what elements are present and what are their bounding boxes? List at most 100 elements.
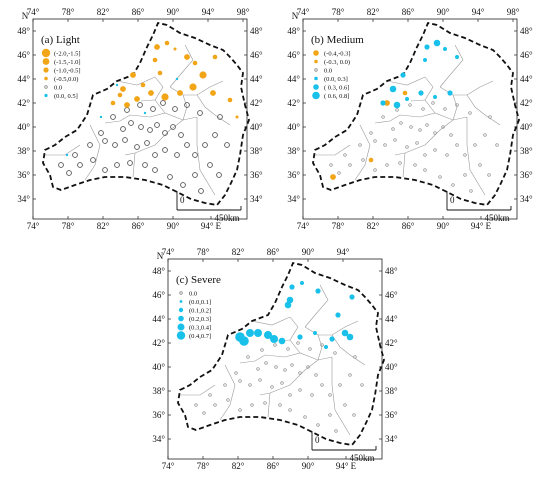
station-marker-zero bbox=[382, 116, 385, 119]
legend-symbol bbox=[44, 94, 47, 97]
scale-end-label: 450km bbox=[214, 213, 239, 223]
station-marker-zero bbox=[344, 404, 347, 407]
latitude-left-label: 40° bbox=[287, 122, 300, 132]
station-marker-increase bbox=[424, 44, 429, 49]
latitude-left-label: 42° bbox=[287, 98, 300, 108]
legend-label: ( 0.6, 0.8] bbox=[324, 93, 349, 100]
station-marker-zero bbox=[330, 164, 333, 167]
latitude-left-label: 36° bbox=[287, 170, 300, 180]
station-marker-zero bbox=[279, 404, 282, 407]
station-marker-zero bbox=[163, 148, 168, 153]
legend-label: (-1.5,-1.0] bbox=[54, 59, 81, 66]
station-marker-increase bbox=[300, 281, 304, 285]
station-marker-zero bbox=[370, 132, 373, 135]
legend-label: ( 0.3, 0.6] bbox=[324, 84, 349, 91]
latitude-right-label: 38° bbox=[385, 386, 398, 396]
station-marker-zero bbox=[409, 104, 412, 107]
station-marker-zero bbox=[374, 140, 377, 143]
station-marker-decrease bbox=[236, 116, 239, 119]
latitude-left-label: 44° bbox=[17, 74, 30, 84]
station-marker-zero bbox=[329, 414, 332, 417]
latitude-right-label: 34° bbox=[520, 194, 533, 204]
latitude-right-label: 42° bbox=[385, 338, 398, 348]
longitude-bottom-label: 86° bbox=[267, 461, 280, 471]
legend-label: (-0.5,0.0) bbox=[54, 76, 78, 83]
legend-symbol bbox=[179, 308, 183, 312]
station-marker-zero bbox=[335, 430, 338, 433]
station-marker-zero bbox=[185, 143, 190, 148]
station-marker-increase bbox=[390, 86, 397, 93]
legend-symbol bbox=[45, 86, 48, 89]
station-marker-increase bbox=[329, 336, 334, 341]
longitude-bottom-label: 74° bbox=[297, 221, 310, 231]
north-label: N bbox=[292, 11, 299, 21]
station-marker-zero bbox=[275, 366, 278, 369]
latitude-right-label: 46° bbox=[250, 50, 263, 60]
station-marker-zero bbox=[227, 399, 230, 402]
panel-medium: 74° 78° 82° 86° 90° 94° 98°74° 78° 82° 86° 90° 94° … bbox=[287, 7, 533, 231]
station-marker-zero bbox=[399, 162, 402, 165]
station-marker-zero bbox=[470, 190, 473, 193]
legend-label: (0.0, 0.5] bbox=[54, 93, 78, 100]
station-marker-zero bbox=[121, 127, 126, 132]
station-marker-increase bbox=[349, 294, 354, 299]
station-marker-zero bbox=[91, 158, 96, 163]
legend-label: 0.0 bbox=[324, 67, 332, 74]
station-marker-decrease bbox=[369, 158, 374, 163]
longitude-top-label: 98° bbox=[507, 7, 520, 17]
scale-start-label: 0 bbox=[315, 435, 320, 445]
station-marker-increase bbox=[285, 302, 292, 309]
latitude-left-label: 36° bbox=[17, 170, 30, 180]
latitude-left-label: 34° bbox=[17, 194, 30, 204]
station-marker-zero bbox=[179, 133, 184, 138]
legend: 0.0(0.0,0.1](0.1,0.2](0.2,0.3](0.3,0.4](… bbox=[177, 290, 211, 340]
latitude-right-label: 42° bbox=[250, 98, 263, 108]
station-marker-zero bbox=[419, 129, 422, 132]
latitude-left-label: 44° bbox=[287, 74, 300, 84]
station-marker-decrease bbox=[189, 83, 196, 90]
latitude-right-label: 48° bbox=[250, 26, 263, 36]
station-marker-zero bbox=[155, 123, 160, 128]
station-marker-increase bbox=[297, 334, 302, 339]
longitude-bottom-label: 74° bbox=[27, 221, 40, 231]
station-marker-zero bbox=[456, 144, 459, 147]
station-marker-decrease bbox=[130, 72, 136, 78]
scale-start-label: 0 bbox=[450, 195, 455, 205]
station-marker-zero bbox=[424, 154, 427, 157]
station-marker-zero bbox=[103, 139, 108, 144]
station-marker-zero bbox=[123, 138, 128, 143]
station-marker-zero bbox=[247, 356, 250, 359]
station-marker-zero bbox=[139, 125, 144, 130]
station-marker-zero bbox=[474, 144, 477, 147]
station-marker-zero bbox=[329, 394, 332, 397]
latitude-right-label: 36° bbox=[250, 170, 263, 180]
legend-symbol bbox=[43, 67, 48, 72]
longitude-top-label: 94° bbox=[202, 7, 215, 17]
station-marker-zero bbox=[251, 404, 254, 407]
station-marker-zero bbox=[78, 163, 83, 168]
longitude-top-label: 98° bbox=[237, 7, 250, 17]
station-marker-zero bbox=[339, 384, 342, 387]
longitude-top-label: 86° bbox=[402, 7, 415, 17]
station-marker-zero bbox=[161, 101, 166, 106]
station-marker-zero bbox=[317, 424, 320, 427]
station-marker-decrease bbox=[330, 174, 336, 180]
station-marker-zero bbox=[257, 368, 260, 371]
longitude-bottom-label: 78° bbox=[197, 461, 210, 471]
latitude-left-label: 38° bbox=[17, 146, 30, 156]
station-marker-zero bbox=[386, 164, 389, 167]
latitude-right-label: 40° bbox=[520, 122, 533, 132]
station-marker-decrease bbox=[111, 101, 116, 106]
station-marker-zero bbox=[289, 409, 292, 412]
legend-label: (-1.0,-0.5] bbox=[54, 67, 81, 74]
station-marker-zero bbox=[125, 108, 130, 113]
station-marker-zero bbox=[115, 163, 120, 168]
station-marker-zero bbox=[239, 380, 242, 383]
station-marker-zero bbox=[344, 154, 347, 157]
station-marker-decrease bbox=[174, 48, 177, 51]
station-marker-zero bbox=[349, 374, 352, 377]
station-marker-zero bbox=[464, 174, 467, 177]
longitude-top-label: 82° bbox=[97, 7, 110, 17]
longitude-bottom-label: 78° bbox=[332, 221, 345, 231]
station-marker-zero bbox=[129, 121, 134, 126]
